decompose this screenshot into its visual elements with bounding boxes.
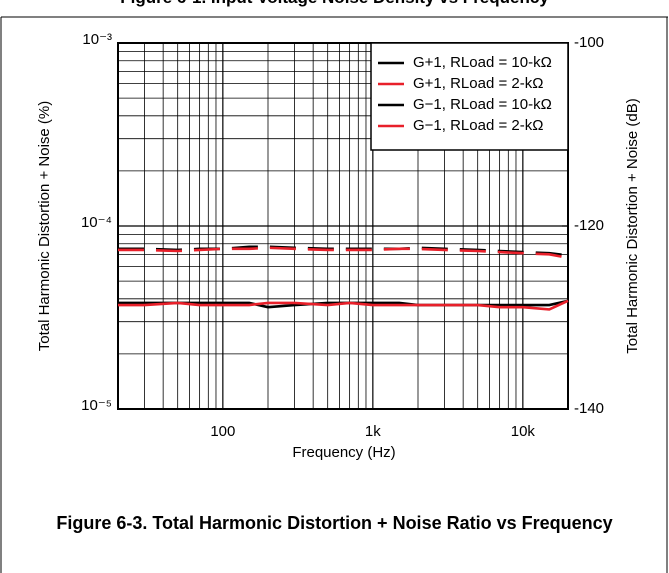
legend-label: G−1, RLoad = 2-kΩ bbox=[413, 117, 543, 134]
series-line bbox=[118, 246, 569, 260]
legend-label: G+1, RLoad = 10-kΩ bbox=[413, 54, 552, 71]
series-line bbox=[118, 299, 569, 311]
legend-label: G−1, RLoad = 10-kΩ bbox=[413, 96, 552, 113]
x-tick-label: 100 bbox=[210, 423, 235, 440]
y2-tick-label: -100 bbox=[574, 34, 604, 51]
legend-label: G+1, RLoad = 2-kΩ bbox=[413, 75, 543, 92]
legend-box bbox=[370, 42, 569, 151]
figure-caption: Figure 6-3. Total Harmonic Distortion + … bbox=[56, 513, 613, 533]
x-axis-label: Frequency (Hz) bbox=[292, 444, 395, 461]
x-tick-label: 10k bbox=[511, 423, 536, 440]
y2-tick-label: -140 bbox=[574, 400, 604, 417]
y2-axis-label: Total Harmonic Distortion + Noise (dB) bbox=[624, 98, 641, 354]
y-tick-label: 10⁻³ bbox=[82, 31, 112, 48]
y-tick-label: 10⁻⁴ bbox=[81, 214, 112, 231]
x-tick-label: 1k bbox=[365, 423, 381, 440]
plot-frame bbox=[117, 42, 569, 410]
y2-tick-label: -120 bbox=[574, 217, 604, 234]
y-axis-label: Total Harmonic Distortion + Noise (%) bbox=[36, 101, 53, 352]
cut-caption: Figure 6-1. Input Voltage Noise Density … bbox=[0, 0, 669, 8]
y-tick-label: 10⁻⁵ bbox=[81, 397, 112, 414]
